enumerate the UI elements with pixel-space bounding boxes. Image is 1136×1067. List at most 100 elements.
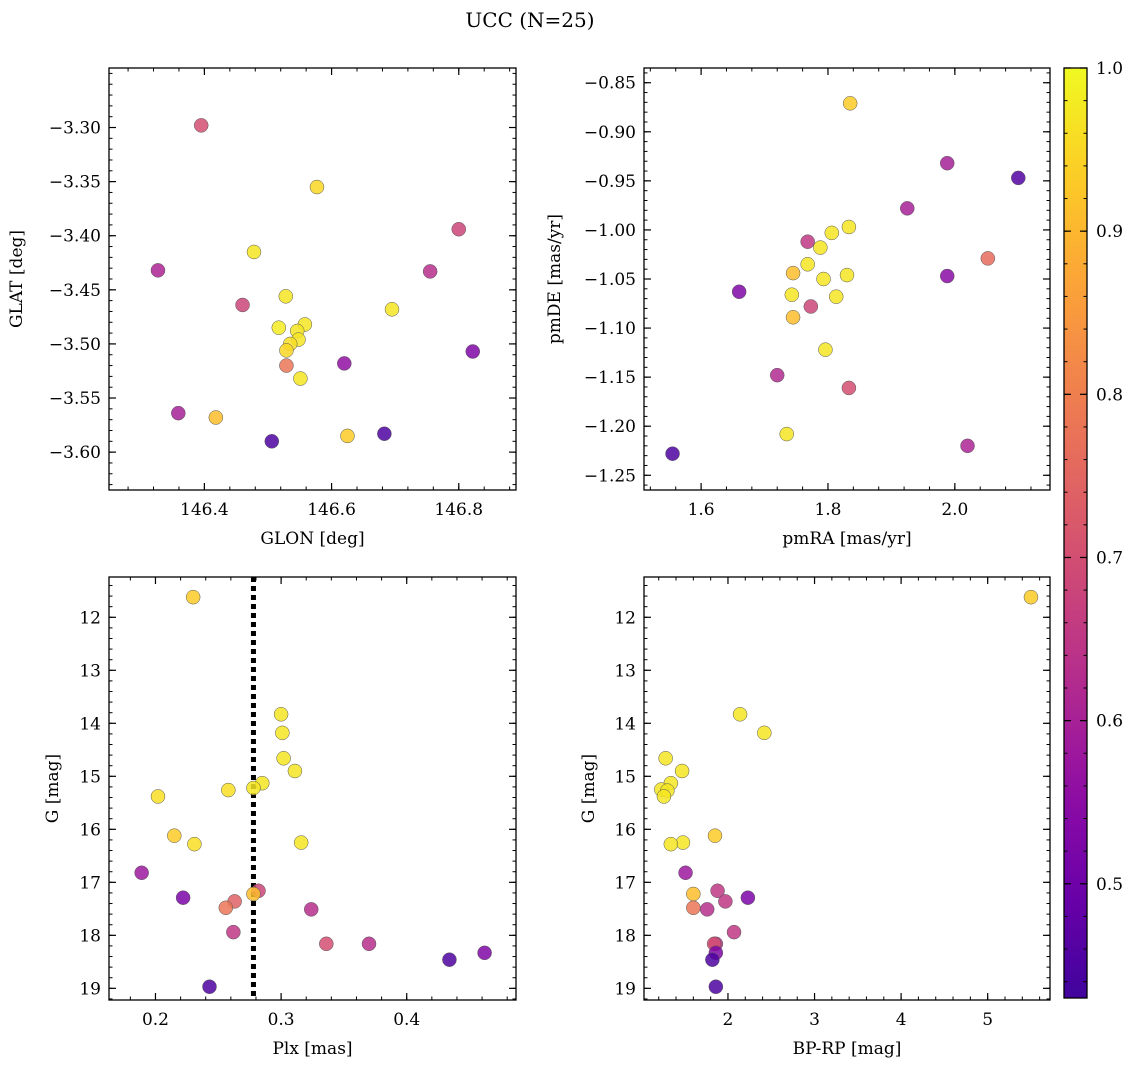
data-point — [665, 446, 680, 461]
data-point — [816, 271, 831, 287]
y-tick-label: −0.90 — [584, 123, 636, 143]
data-point — [319, 936, 334, 952]
data-point — [287, 763, 303, 779]
data-point — [675, 835, 691, 850]
y-tick-label: 16 — [79, 820, 101, 840]
y-tick-label: −3.35 — [49, 173, 101, 193]
x-tick-label: 4 — [896, 1010, 907, 1030]
data-point — [939, 268, 955, 284]
y-tick-label: 13 — [79, 661, 101, 681]
colorbar-gradient — [1064, 68, 1087, 998]
data-point — [813, 240, 828, 255]
data-point — [208, 410, 224, 425]
data-point — [1011, 170, 1026, 186]
data-point — [185, 589, 201, 605]
data-point — [785, 265, 801, 281]
scatter-points — [665, 96, 1026, 461]
y-tick-label: −0.85 — [584, 74, 636, 94]
x-tick-label: 5 — [982, 1010, 993, 1030]
data-point — [246, 886, 261, 902]
data-point — [699, 902, 715, 917]
colorbar-tick-label: 0.8 — [1096, 385, 1123, 405]
data-point — [839, 267, 855, 283]
data-point — [279, 343, 294, 358]
data-point — [246, 780, 261, 796]
panel-plx-g: 0.2 0.3 0.4 12 13 14 15 16 17 18 19 Plx [mas] G [mag… — [43, 576, 517, 1059]
x-axis-label: BP-RP [mag] — [793, 1039, 902, 1059]
panel-pmra-pmde: 1.6 1.8 2.0 −0.85 −0.90 −0.95 −1.00 −1.05 −1.10 −… — [545, 67, 1051, 549]
data-point — [663, 836, 679, 852]
data-point — [841, 219, 857, 235]
colorbar: 0.5 0.6 0.7 0.8 0.9 1.0 — [1063, 59, 1123, 999]
data-point — [900, 201, 915, 216]
data-point — [276, 751, 291, 766]
x-tick-label: 146.6 — [307, 500, 356, 520]
data-point — [686, 886, 701, 902]
plot-frame — [108, 576, 517, 1001]
data-point — [193, 118, 209, 133]
data-point — [226, 924, 241, 940]
data-point — [202, 979, 217, 994]
data-point — [803, 299, 819, 314]
y-axis-label: GLAT [deg] — [7, 230, 27, 328]
data-point — [732, 707, 748, 722]
data-point — [451, 221, 467, 237]
data-point — [377, 426, 392, 441]
x-tick-label: 0.3 — [268, 1010, 295, 1030]
y-tick-label: 15 — [614, 767, 636, 787]
y-tick-label: −1.05 — [584, 270, 636, 290]
x-tick-label: 3 — [809, 1010, 820, 1030]
colorbar-frame — [1063, 67, 1088, 999]
data-point — [278, 289, 294, 304]
data-point — [707, 828, 723, 843]
data-point — [309, 179, 325, 195]
y-tick-label: −1.00 — [584, 221, 636, 241]
y-tick-label: −1.15 — [584, 368, 636, 388]
y-tick-label: 19 — [614, 979, 636, 999]
data-point — [658, 751, 673, 766]
data-point — [150, 263, 166, 278]
data-point — [656, 789, 672, 804]
y-tick-label: −3.50 — [49, 335, 101, 355]
data-point — [187, 836, 202, 852]
data-point — [674, 763, 690, 779]
data-point — [235, 297, 250, 313]
data-point — [465, 344, 481, 359]
data-point — [134, 865, 149, 881]
data-point — [275, 725, 290, 741]
x-tick-label: 146.8 — [434, 500, 483, 520]
y-axis-label: G [mag] — [579, 754, 599, 823]
y-tick-label: 15 — [79, 767, 101, 787]
data-point — [678, 865, 693, 881]
x-axis-label: GLON [deg] — [260, 529, 364, 549]
y-axis-label: G [mag] — [43, 754, 63, 823]
data-point — [757, 725, 772, 741]
data-point — [422, 264, 438, 279]
data-point — [175, 890, 191, 905]
data-point — [779, 426, 794, 442]
figure-title: UCC (N=25) — [465, 8, 594, 32]
data-point — [842, 96, 858, 111]
data-point — [150, 789, 166, 804]
x-tick-label: 2 — [723, 1010, 734, 1030]
x-axis-label: Plx [mas] — [272, 1039, 352, 1059]
y-tick-label: −1.20 — [584, 417, 636, 437]
data-point — [264, 434, 280, 449]
colorbar-tick-label: 0.9 — [1096, 222, 1123, 242]
data-point — [442, 952, 457, 967]
plot-frame — [108, 67, 517, 491]
data-point — [221, 782, 236, 798]
data-point — [686, 900, 701, 916]
y-tick-label: −3.60 — [49, 443, 101, 463]
x-tick-label: 0.2 — [142, 1010, 169, 1030]
data-point — [218, 900, 234, 916]
y-tick-label: 14 — [614, 714, 636, 734]
data-point — [273, 707, 289, 722]
colorbar-tick-label: 0.6 — [1096, 712, 1123, 732]
y-axis-label: pmDE [mas/yr] — [545, 214, 565, 344]
x-tick-label: 1.8 — [814, 500, 841, 520]
data-point — [293, 371, 308, 386]
data-point — [828, 289, 844, 304]
y-tick-label: 18 — [79, 926, 101, 946]
data-point — [960, 438, 975, 454]
